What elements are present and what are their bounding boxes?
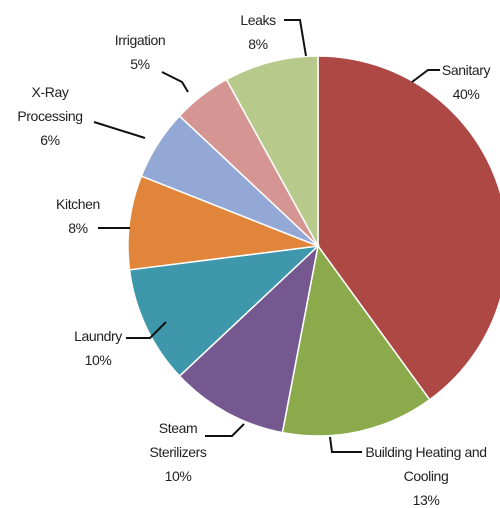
- slice-label: Kitchen 8%: [38, 192, 118, 240]
- slice-category-label: Building Heating and Cooling: [365, 444, 487, 484]
- pie-slice: [178, 243, 320, 434]
- slice-label: Building Heating and Cooling 13%: [356, 440, 496, 508]
- leader-line: [126, 321, 167, 339]
- pie-slice: [127, 175, 319, 271]
- pie-slice: [225, 55, 319, 247]
- slice-category-label: Leaks: [240, 12, 276, 28]
- leader-line: [205, 423, 245, 437]
- slice-label: Leaks 8%: [228, 8, 288, 56]
- slice-category-label: Laundry: [74, 328, 122, 344]
- leader-line: [284, 19, 307, 57]
- slice-label: Steam Sterilizers 10%: [133, 416, 223, 488]
- leader-line: [93, 121, 146, 139]
- pie-slice: [317, 55, 500, 401]
- slice-category-label: Steam Sterilizers: [149, 420, 207, 460]
- slice-value-label: 10%: [164, 468, 192, 484]
- slice-value-label: 6%: [40, 132, 60, 148]
- slice-category-label: Irrigation: [114, 32, 166, 48]
- leader-line: [161, 71, 189, 93]
- slice-label: Irrigation 5%: [100, 28, 180, 76]
- pie-slice: [281, 244, 431, 437]
- leader-line: [329, 436, 362, 453]
- slice-value-label: 40%: [452, 86, 480, 102]
- slice-value-label: 5%: [130, 56, 150, 72]
- slice-value-label: 8%: [248, 36, 268, 52]
- slice-label: Sanitary 40%: [426, 58, 500, 106]
- slice-category-label: Kitchen: [56, 196, 100, 212]
- slice-label: Laundry 10%: [58, 324, 138, 372]
- slice-category-label: Sanitary: [441, 62, 491, 78]
- slice-category-label: X-Ray Processing: [17, 84, 83, 124]
- slice-value-label: 10%: [84, 352, 112, 368]
- leader-line: [411, 69, 440, 83]
- slice-value-label: 13%: [412, 492, 440, 508]
- pie-slice: [128, 244, 321, 378]
- slice-value-label: 8%: [68, 220, 88, 236]
- slice-label: X-Ray Processing 6%: [8, 80, 93, 152]
